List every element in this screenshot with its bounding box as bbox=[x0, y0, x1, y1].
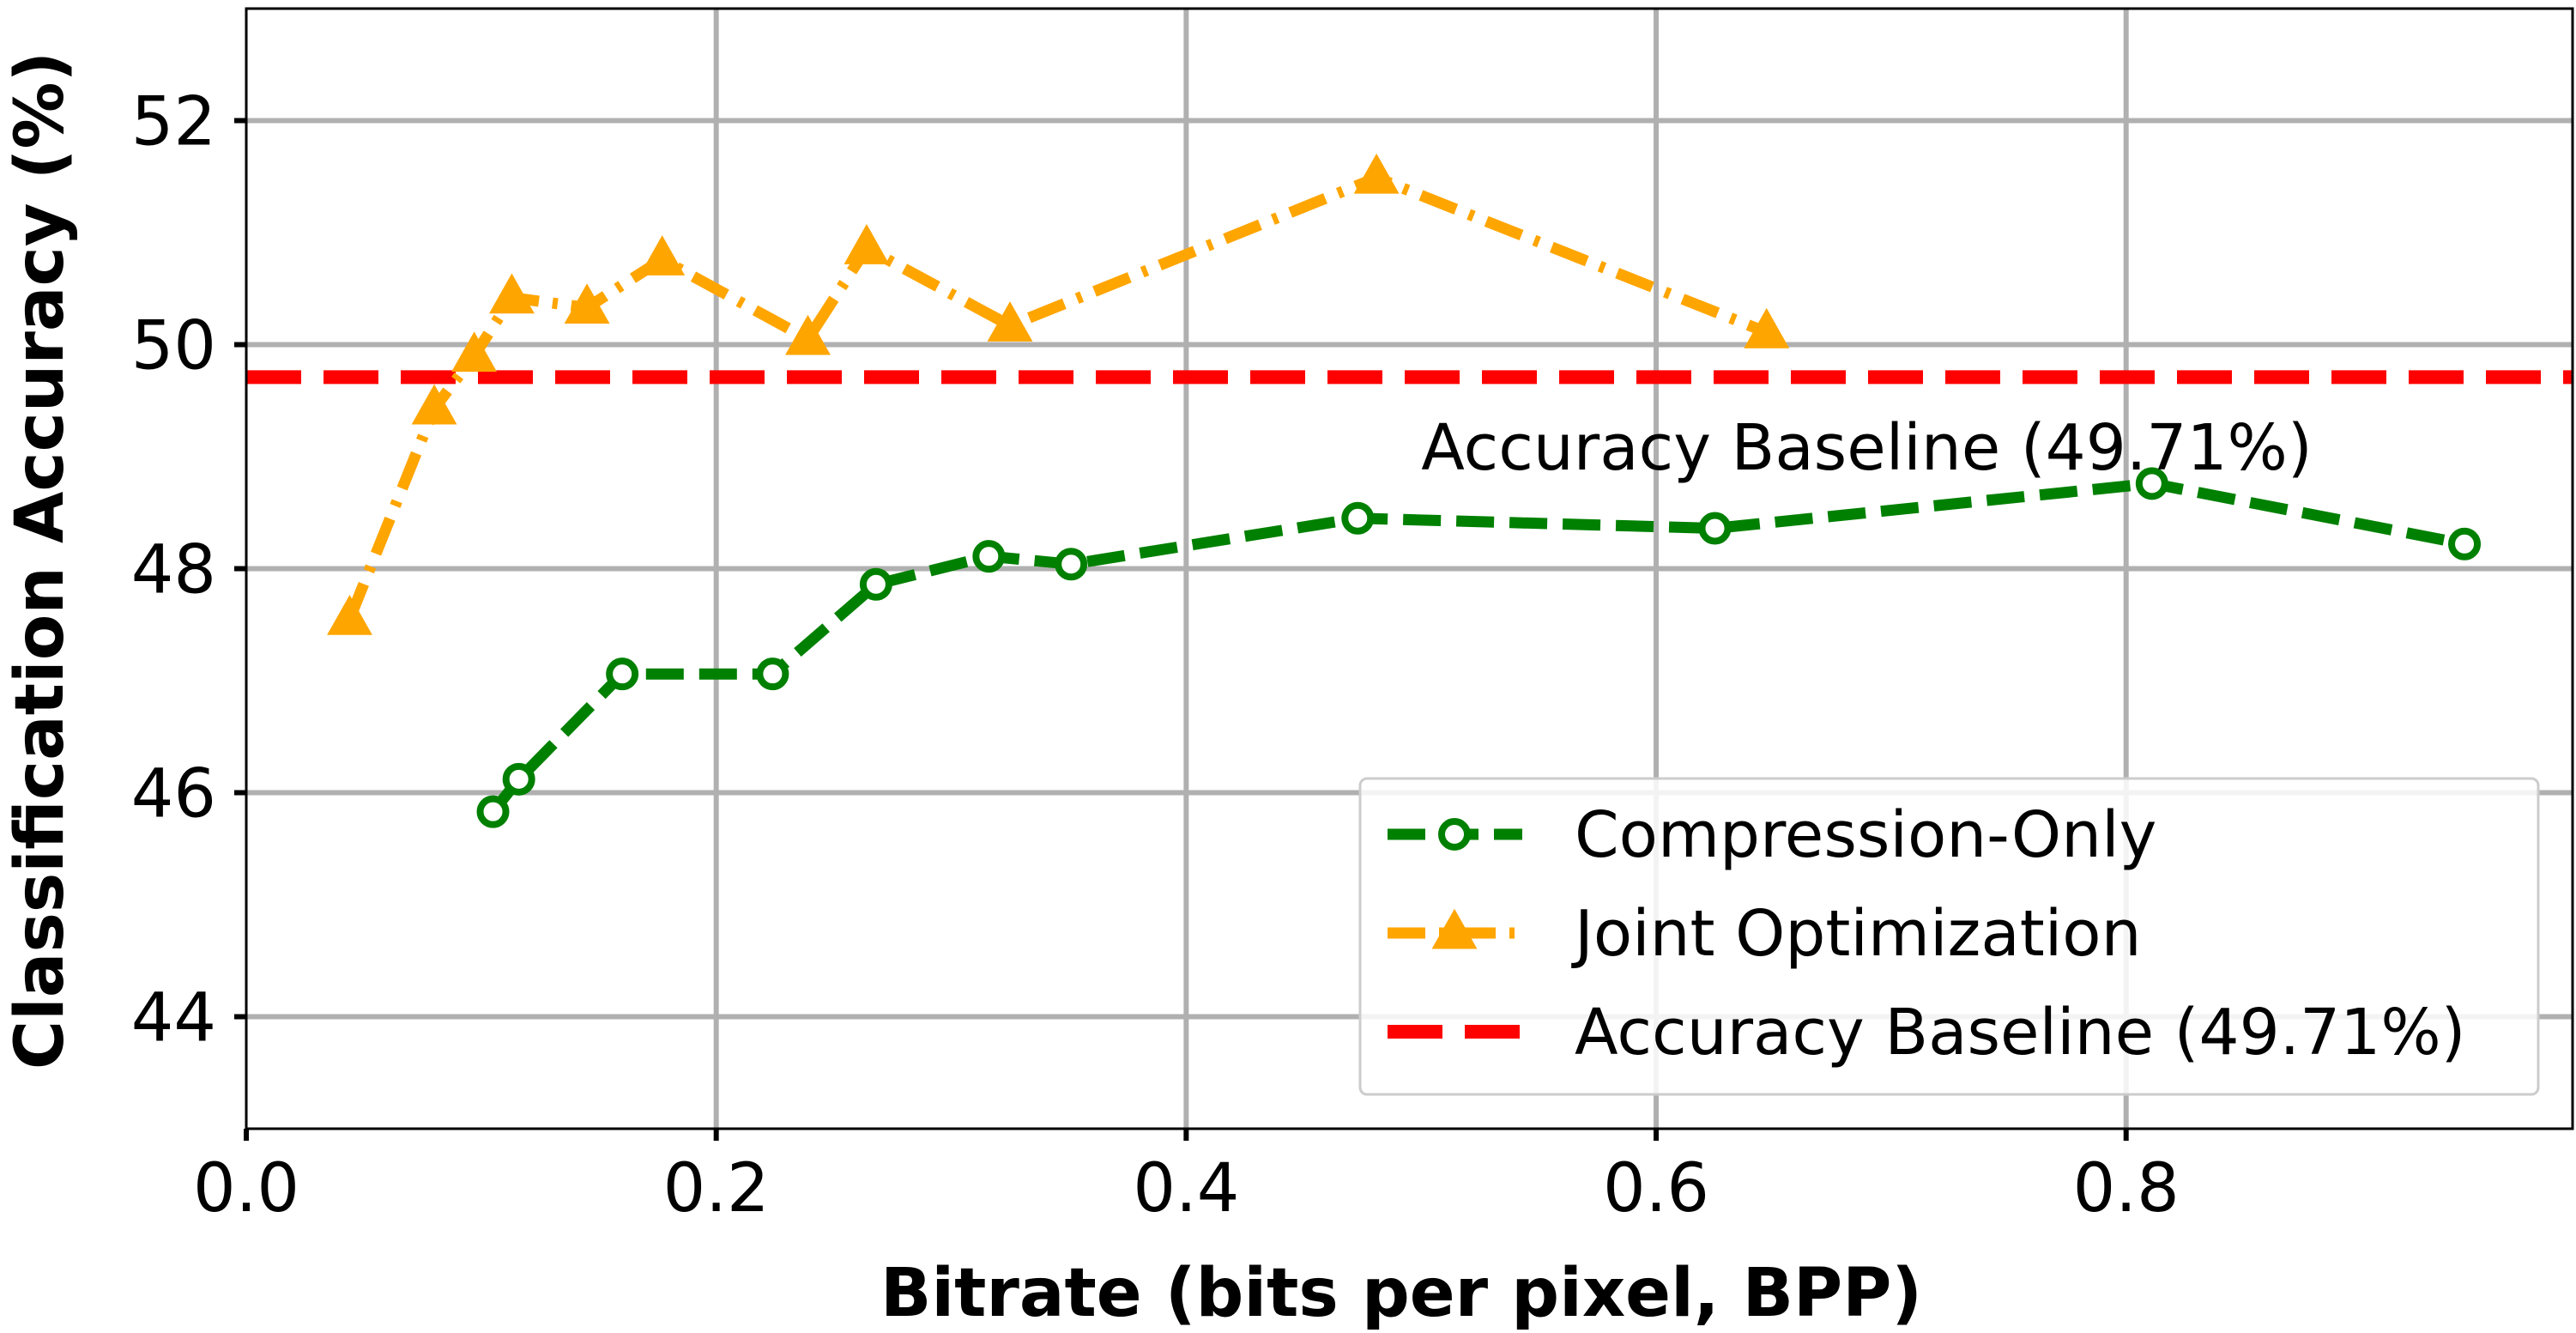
data-point bbox=[564, 283, 610, 324]
y-tick-label: 44 bbox=[131, 980, 216, 1057]
x-tick-label: 0.0 bbox=[193, 1150, 299, 1227]
legend-label: Accuracy Baseline (49.71%) bbox=[1575, 996, 2466, 1069]
data-point bbox=[411, 384, 457, 425]
legend-marker bbox=[1438, 818, 1471, 851]
tick-layer: 0.0 0.2 0.4 0.6 0.8 44 46 48 50 52 bbox=[131, 84, 2180, 1228]
data-point bbox=[502, 762, 535, 796]
x-tick-label: 0.4 bbox=[1133, 1150, 1239, 1227]
series-layer bbox=[327, 153, 2482, 828]
legend-entry: Joint Optimization bbox=[1388, 897, 2141, 971]
legend-layer: Compression-Only Joint Optimization Accura… bbox=[1358, 777, 2540, 1096]
y-axis-label: Classification Accuracy (%) bbox=[2, 52, 79, 1069]
data-point bbox=[1698, 512, 1732, 545]
data-point bbox=[2135, 467, 2168, 500]
data-point bbox=[1341, 501, 1375, 535]
series-line bbox=[344, 172, 1769, 621]
data-point bbox=[639, 235, 686, 276]
baseline-annotation: Accuracy Baseline (49.71%) bbox=[1421, 411, 2313, 485]
series-line bbox=[488, 477, 2466, 815]
data-point bbox=[451, 331, 498, 373]
data-point bbox=[844, 224, 890, 264]
x-axis-label: Bitrate (bits per pixel, BPP) bbox=[880, 1255, 1922, 1330]
data-point bbox=[489, 273, 535, 314]
x-tick-label: 0.2 bbox=[663, 1150, 770, 1227]
data-point bbox=[476, 795, 510, 828]
legend-entry: Accuracy Baseline (49.71%) bbox=[1388, 996, 2466, 1069]
series-1 bbox=[476, 467, 2482, 828]
y-tick-label: 50 bbox=[131, 308, 216, 385]
data-point bbox=[785, 314, 831, 355]
data-point bbox=[1744, 307, 1790, 348]
y-tick-label: 46 bbox=[131, 756, 216, 833]
data-point bbox=[1055, 548, 1088, 581]
data-point bbox=[972, 540, 1006, 573]
x-tick-label: 0.6 bbox=[1603, 1150, 1709, 1227]
annotation-layer: Accuracy Baseline (49.71%) bbox=[1421, 411, 2313, 485]
y-tick-label: 52 bbox=[131, 84, 216, 161]
x-tick-label: 0.8 bbox=[2073, 1150, 2180, 1227]
data-point bbox=[756, 657, 789, 691]
data-point bbox=[606, 657, 639, 691]
data-point bbox=[327, 595, 372, 635]
data-point bbox=[1353, 153, 1400, 194]
legend-entry: Compression-Only bbox=[1388, 798, 2156, 872]
legend-box bbox=[1358, 777, 2540, 1096]
series-2 bbox=[327, 153, 1790, 635]
data-point bbox=[987, 301, 1033, 342]
legend-label: Joint Optimization bbox=[1571, 897, 2141, 971]
data-point bbox=[859, 567, 892, 601]
y-tick-label: 48 bbox=[131, 532, 216, 609]
legend-marker bbox=[1431, 908, 1478, 949]
data-point bbox=[2448, 527, 2482, 560]
legend-label: Compression-Only bbox=[1575, 798, 2156, 872]
